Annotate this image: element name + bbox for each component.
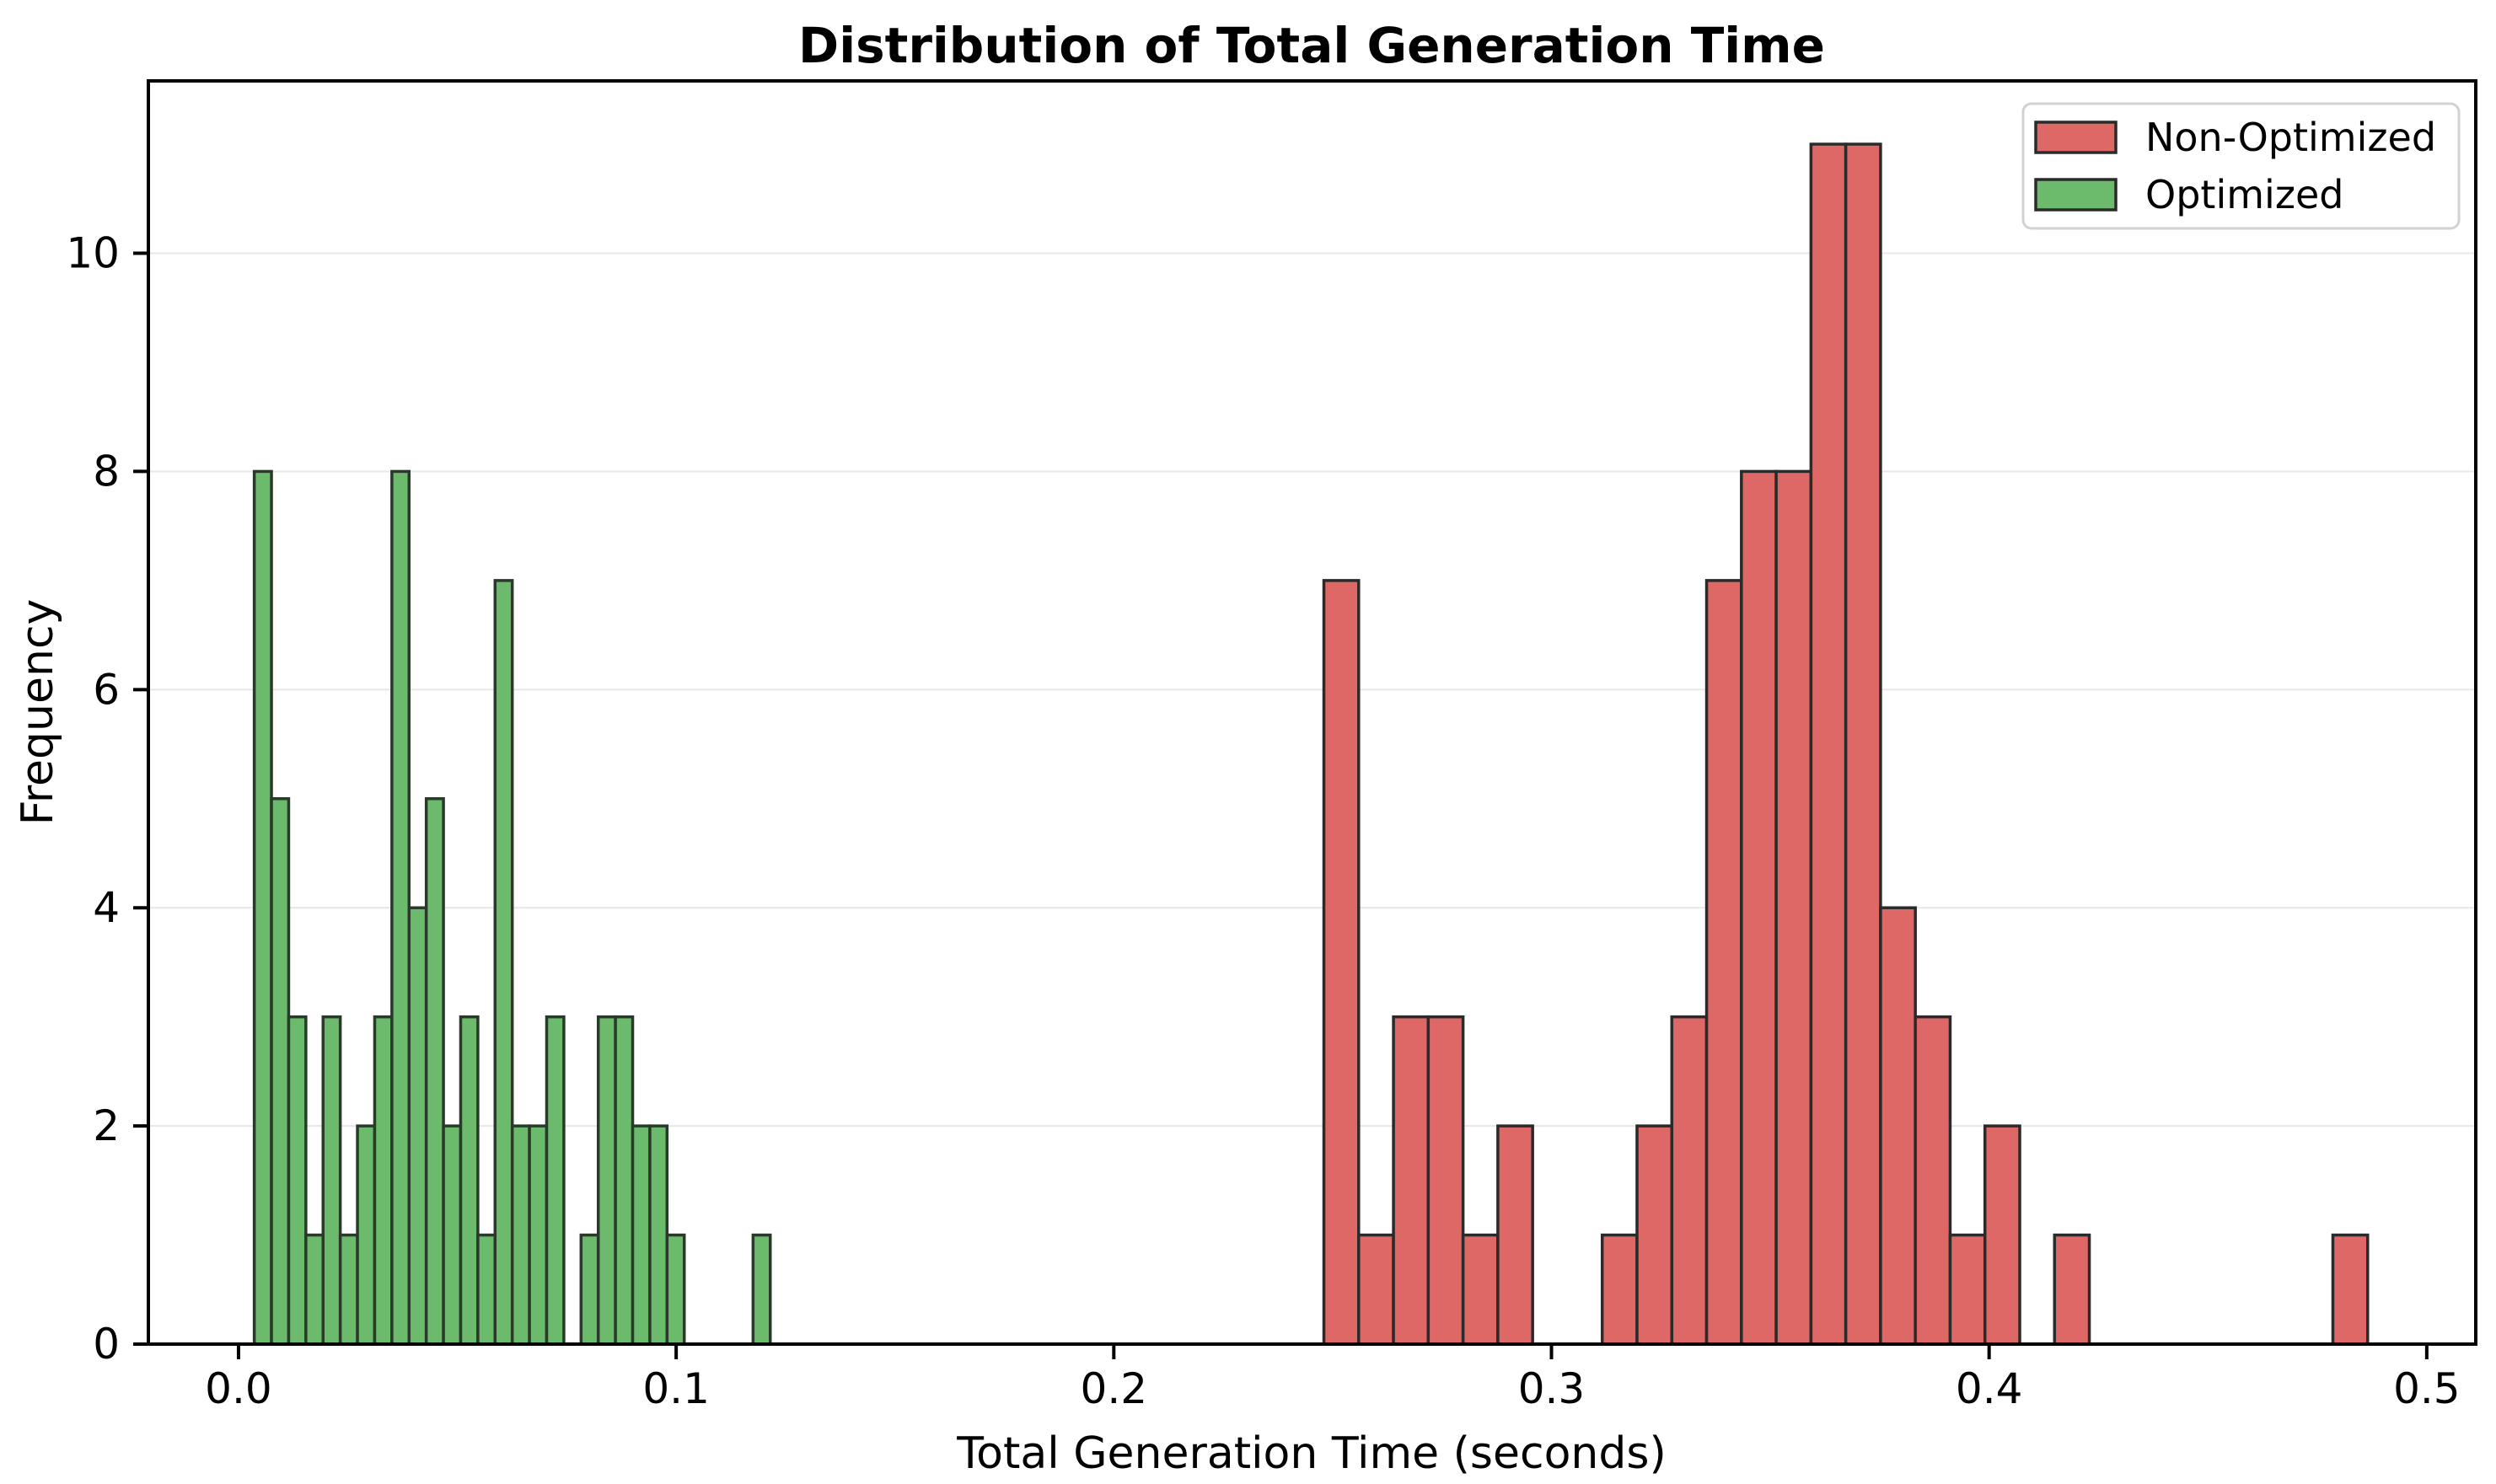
bar-optimized (579, 1233, 600, 1346)
plot-frame (147, 79, 2477, 1346)
bar-optimized (493, 579, 514, 1346)
y-axis-label: Frequency (13, 599, 63, 826)
bar-optimized (424, 797, 445, 1346)
x-tick-label: 0.4 (1956, 1364, 2023, 1413)
bar-non-optimized (1600, 1233, 1639, 1346)
bar-non-optimized (2053, 1233, 2091, 1346)
tick-label-layer: 0.0 0.1 0.2 0.3 0.4 0.5 0 2 4 6 8 10 (66, 229, 2460, 1413)
bar-optimized (545, 1015, 566, 1346)
bar-optimized (528, 1124, 549, 1346)
bar-optimized (476, 1233, 497, 1346)
bar-optimized (596, 1015, 617, 1346)
legend: Non-Optimized Optimized (2021, 102, 2461, 230)
bar-optimized (287, 1015, 308, 1346)
y-tick-label: 2 (93, 1101, 120, 1150)
x-tick-label: 0.0 (205, 1364, 272, 1413)
y-tick-label: 6 (93, 665, 120, 714)
bar-optimized (407, 906, 428, 1346)
bar-optimized (373, 1015, 394, 1346)
legend-swatch-non-optimized (2034, 121, 2118, 154)
legend-label-optimized: Optimized (2145, 172, 2343, 217)
bar-layer (252, 142, 2370, 1346)
x-tick-label: 0.2 (1081, 1364, 1148, 1413)
bar-non-optimized (1461, 1233, 1500, 1346)
axis-layer (133, 79, 2477, 1359)
bar-optimized (751, 1233, 772, 1346)
legend-box (2021, 102, 2461, 230)
bar-non-optimized (1392, 1015, 1431, 1346)
bar-optimized (338, 1233, 359, 1346)
bar-optimized (614, 1015, 635, 1346)
y-tick-label: 8 (93, 447, 120, 496)
x-tick-label: 0.5 (2393, 1364, 2461, 1413)
bar-non-optimized (1357, 1233, 1395, 1346)
bar-non-optimized (2331, 1233, 2370, 1346)
bar-non-optimized (1879, 906, 1917, 1346)
bar-optimized (356, 1124, 377, 1346)
bar-non-optimized (1948, 1233, 1987, 1346)
bar-optimized (390, 469, 411, 1346)
bar-non-optimized (1844, 142, 1882, 1346)
gridline-layer (148, 252, 2476, 1128)
x-tick-label: 0.3 (1518, 1364, 1586, 1413)
bar-non-optimized (1809, 142, 1848, 1346)
bar-optimized (459, 1015, 480, 1346)
legend-label-non-optimized: Non-Optimized (2145, 115, 2436, 160)
bar-non-optimized (1774, 469, 1813, 1346)
bar-non-optimized (1670, 1015, 1709, 1346)
bar-optimized (321, 1015, 342, 1346)
bar-non-optimized (1704, 579, 1743, 1346)
y-tick-label: 4 (93, 883, 120, 932)
bar-optimized (270, 797, 291, 1346)
bar-non-optimized (1496, 1124, 1534, 1346)
y-tick-label: 0 (93, 1320, 120, 1369)
x-tick-label: 0.1 (642, 1364, 710, 1413)
bar-optimized (442, 1124, 463, 1346)
bar-non-optimized (1740, 469, 1778, 1346)
bar-non-optimized (1914, 1015, 1952, 1346)
x-axis-label: Total Generation Time (seconds) (956, 1428, 1667, 1479)
bar-optimized (304, 1233, 325, 1346)
bar-non-optimized (1426, 1015, 1465, 1346)
bar-optimized (631, 1124, 652, 1346)
bar-non-optimized (1983, 1124, 2021, 1346)
bar-non-optimized (1635, 1124, 1674, 1346)
legend-swatch-optimized (2034, 178, 2118, 212)
chart-title: Distribution of Total Generation Time (798, 17, 1825, 74)
bar-optimized (252, 469, 273, 1346)
bar-non-optimized (1322, 579, 1361, 1346)
bar-optimized (510, 1124, 531, 1346)
bar-optimized (648, 1124, 669, 1346)
y-tick-label: 10 (66, 229, 120, 278)
bar-optimized (665, 1233, 686, 1346)
